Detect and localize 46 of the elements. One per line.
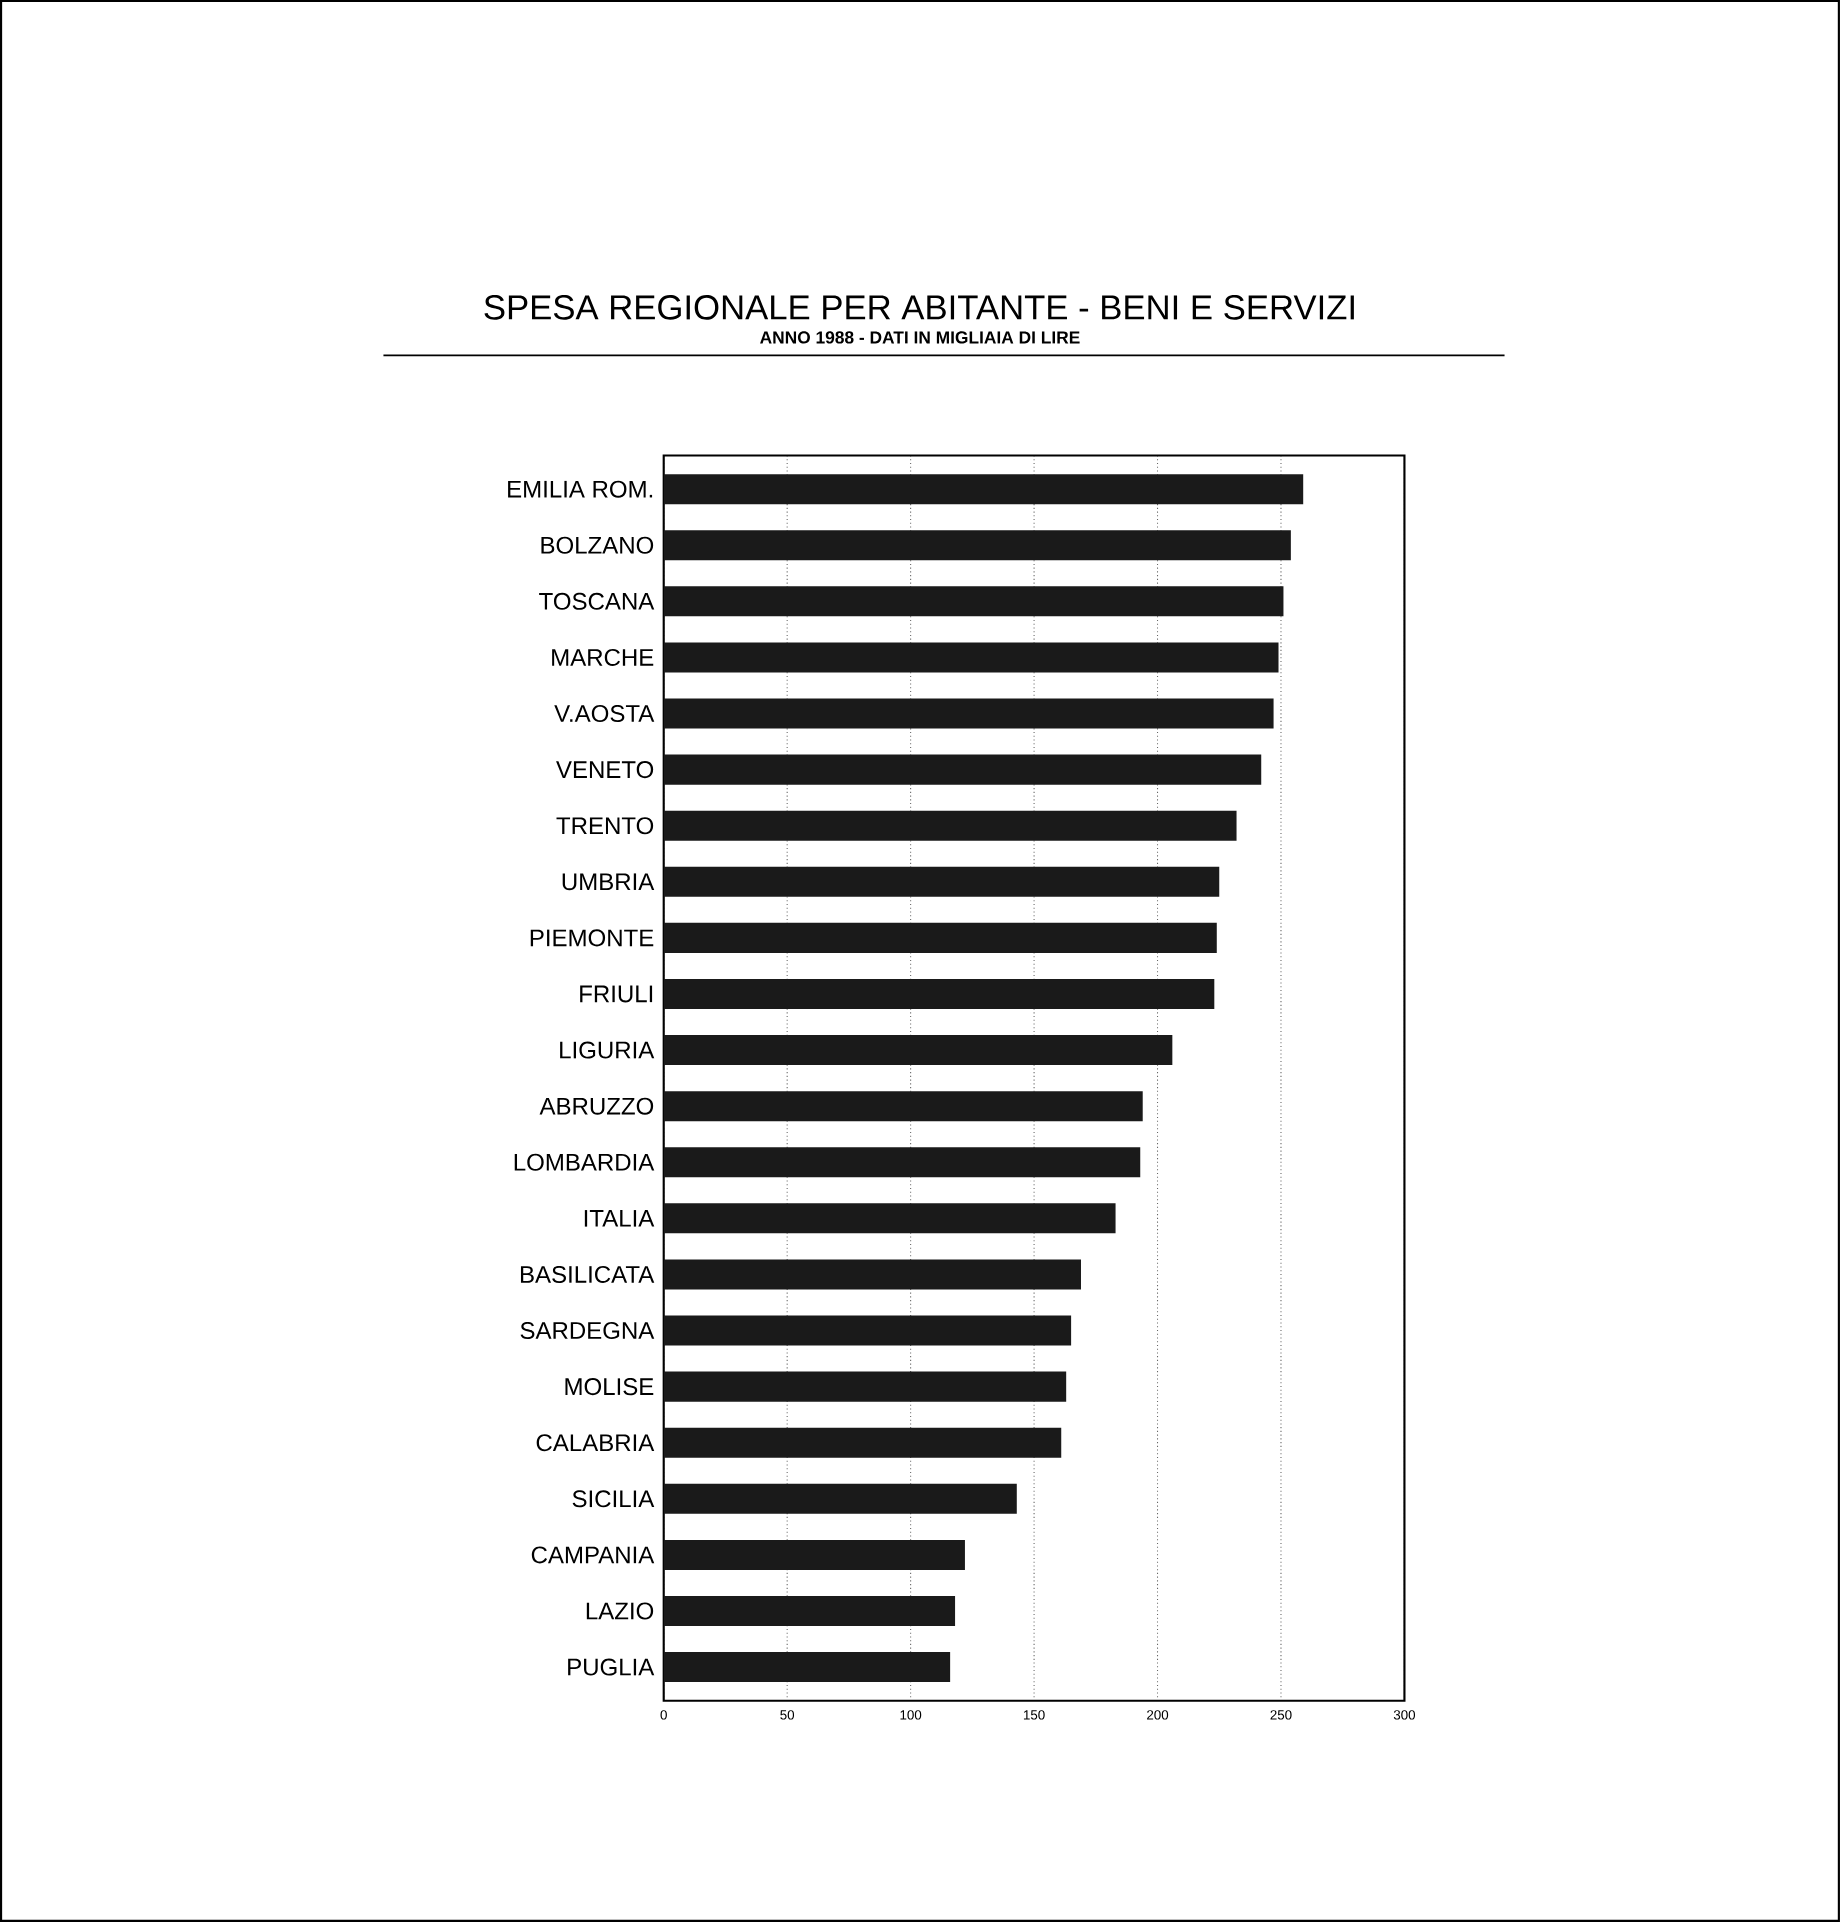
bar <box>663 978 1215 1009</box>
y-tick-label: PIEMONTE <box>530 929 654 947</box>
y-tick-label: PUGLIA <box>568 1658 655 1676</box>
y-tick-label: MARCHE <box>552 648 654 666</box>
y-tick-label: BASILICATA <box>521 1265 655 1283</box>
bar <box>663 1315 1072 1346</box>
y-tick-label: LIGURIA <box>560 1041 655 1059</box>
bar <box>663 922 1217 953</box>
y-tick-label: ABRUZZO <box>539 1097 654 1115</box>
y-tick-label: V.AOSTA <box>554 705 655 723</box>
y-tick-label: FRIULI <box>580 985 653 1003</box>
bar <box>663 1371 1067 1402</box>
bar <box>663 866 1220 897</box>
y-tick-label: TOSCANA <box>539 592 655 610</box>
bar <box>663 1539 965 1570</box>
bar <box>663 1483 1017 1514</box>
y-tick-label: BOLZANO <box>541 536 654 554</box>
bar <box>663 1259 1082 1290</box>
y-tick-label: TRENTO <box>556 817 654 835</box>
bar <box>663 1595 956 1626</box>
y-tick-label: ITALIA <box>584 1210 655 1227</box>
y-tick-label: LAZIO <box>586 1602 654 1620</box>
bar <box>663 474 1304 505</box>
bar <box>663 754 1262 785</box>
y-tick-label: CALABRIA <box>536 1434 655 1452</box>
bar <box>663 586 1284 617</box>
y-tick-label: CAMPANIA <box>531 1546 655 1564</box>
chart-title: SPESA REGIONALE PER ABITANTE - BENI E SERVIZI <box>484 295 1354 320</box>
bar <box>663 1091 1143 1122</box>
bar <box>663 1147 1141 1178</box>
y-tick-label: MOLISE <box>565 1378 654 1396</box>
bar <box>663 1203 1116 1234</box>
bar <box>663 642 1279 673</box>
y-tick-label: VENETO <box>556 761 654 779</box>
y-tick-label: UMBRIA <box>562 873 655 891</box>
bar <box>663 698 1274 729</box>
y-tick-label: LOMBARDIA <box>514 1153 655 1171</box>
y-tick-label: SARDEGNA <box>520 1322 655 1340</box>
bar <box>663 530 1291 561</box>
bar <box>663 1035 1173 1066</box>
bar <box>663 1427 1062 1458</box>
y-tick-label: SICILIA <box>572 1490 655 1508</box>
bar <box>663 1652 951 1683</box>
chart-subtitle: ANNO 1988 - DATI IN MIGLIAIA DI LIRE <box>760 331 1080 344</box>
bar <box>663 810 1237 841</box>
y-tick-label: EMILIA ROM. <box>508 480 653 498</box>
